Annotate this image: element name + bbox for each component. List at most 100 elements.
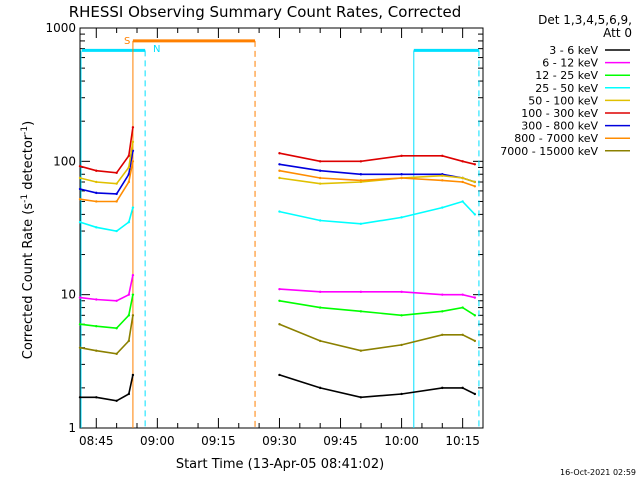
series-point-0 xyxy=(441,154,444,158)
series-point-8 xyxy=(473,392,477,396)
series-point-5 xyxy=(127,293,131,296)
y-tick-label: 100 xyxy=(53,154,76,168)
legend-label: 6 - 12 keV xyxy=(542,57,598,70)
y-axis-label-sup2: -1 xyxy=(20,126,30,135)
series-point-1 xyxy=(400,173,403,176)
y-axis-ticks: 1 10 100 1000 xyxy=(45,21,483,435)
series-point-0 xyxy=(318,160,322,163)
series-point-3 xyxy=(359,179,363,182)
series-point-6 xyxy=(115,327,118,330)
series-point-2 xyxy=(131,140,135,144)
chart-title: RHESSI Observing Summary Count Rates, Co… xyxy=(69,3,462,21)
detector-label: Det 1,3,4,5,6,9, xyxy=(538,13,632,27)
x-tick-label: 10:00 xyxy=(384,434,419,448)
series-point-1 xyxy=(78,187,82,191)
series-point-4 xyxy=(473,213,477,216)
series-point-6 xyxy=(359,310,363,313)
series-point-2 xyxy=(441,174,444,177)
series-point-1 xyxy=(95,191,98,195)
series-point-1 xyxy=(278,163,281,166)
series-point-6 xyxy=(131,293,135,296)
series-point-4 xyxy=(461,200,464,203)
series-point-3 xyxy=(78,197,82,201)
series-point-5 xyxy=(473,296,477,299)
series-point-7 xyxy=(115,352,118,356)
y-axis-label: Corrected Count Rate (s-1 detector-1) xyxy=(20,121,36,359)
series-point-4 xyxy=(359,222,363,226)
series-point-1 xyxy=(318,169,322,172)
series-point-8 xyxy=(78,396,82,399)
series-point-4 xyxy=(400,216,403,219)
legend-label: 100 - 300 keV xyxy=(521,107,598,120)
series-point-6 xyxy=(461,306,464,309)
series-point-7 xyxy=(131,314,135,317)
series-point-5 xyxy=(115,299,118,302)
x-tick-label: 09:30 xyxy=(262,434,297,448)
x-axis-ticks: 08:45 09:00 09:15 09:30 09:45 10:00 10:15 xyxy=(79,28,484,448)
series-point-8 xyxy=(95,396,98,399)
series-point-8 xyxy=(400,392,403,396)
series-line-1 xyxy=(79,150,476,195)
legend-label: 7000 - 15000 keV xyxy=(500,145,598,158)
legend-label: 50 - 100 keV xyxy=(528,94,598,107)
series-point-3 xyxy=(131,160,135,163)
series-line-2 xyxy=(79,141,476,185)
series-point-8 xyxy=(127,392,131,396)
series-point-6 xyxy=(441,310,444,313)
series-point-2 xyxy=(473,180,477,184)
series-point-0 xyxy=(359,160,363,163)
series-point-0 xyxy=(127,154,131,158)
series-point-3 xyxy=(95,200,98,203)
x-axis-label: Start Time (13-Apr-05 08:41:02) xyxy=(176,457,384,472)
series-point-8 xyxy=(278,373,281,377)
orbit-markers xyxy=(80,39,480,428)
series-point-5 xyxy=(278,287,281,291)
series-point-3 xyxy=(278,169,281,172)
series-point-4 xyxy=(95,226,98,229)
series-point-5 xyxy=(400,290,403,294)
series-point-7 xyxy=(278,323,281,326)
series-point-1 xyxy=(115,192,118,196)
series-point-7 xyxy=(127,339,131,343)
x-tick-label: 10:15 xyxy=(445,434,480,448)
series-point-6 xyxy=(400,314,403,317)
series-point-0 xyxy=(95,169,98,172)
series-point-2 xyxy=(115,182,118,185)
x-tick-label: 09:00 xyxy=(140,434,175,448)
attenuator-label: Att 0 xyxy=(603,26,632,40)
series-point-4 xyxy=(131,206,135,209)
series-point-0 xyxy=(278,152,281,155)
night-label: N xyxy=(153,44,160,55)
plot-frame xyxy=(79,27,484,429)
series-point-2 xyxy=(95,180,98,184)
series-point-7 xyxy=(95,349,98,352)
y-axis-label-sup1: -1 xyxy=(20,194,30,203)
series-point-4 xyxy=(78,220,82,224)
series-point-8 xyxy=(441,386,444,390)
series-point-2 xyxy=(461,176,464,180)
series-point-8 xyxy=(461,386,464,390)
series-point-1 xyxy=(359,173,363,176)
series-point-0 xyxy=(78,164,82,168)
series-point-4 xyxy=(278,210,281,213)
saa-label: S xyxy=(124,36,130,47)
series-point-2 xyxy=(318,182,322,185)
legend-label: 12 - 25 keV xyxy=(535,69,598,82)
y-axis-label-main: Corrected Count Rate (s xyxy=(21,203,36,360)
series-point-3 xyxy=(127,180,131,184)
series-point-5 xyxy=(131,273,135,277)
series-point-0 xyxy=(400,154,403,158)
series-point-8 xyxy=(115,399,118,402)
series-point-2 xyxy=(78,176,82,180)
series-point-5 xyxy=(78,296,82,299)
series-point-2 xyxy=(278,176,281,180)
series-point-8 xyxy=(359,396,363,399)
legend-label: 300 - 800 keV xyxy=(521,120,598,133)
series-point-5 xyxy=(318,290,322,294)
series-point-2 xyxy=(127,166,131,169)
series-point-3 xyxy=(400,176,403,180)
legend-label: 3 - 6 keV xyxy=(549,44,598,57)
series-line-5 xyxy=(79,275,476,302)
